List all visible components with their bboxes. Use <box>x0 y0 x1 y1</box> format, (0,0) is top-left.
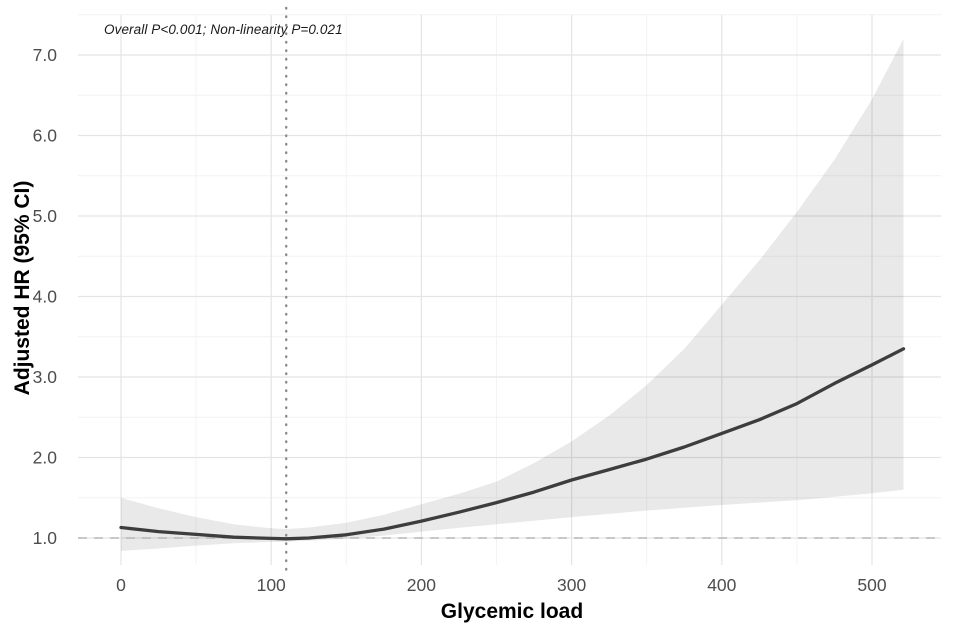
x-axis-tick-labels: 0 100 200 300 400 500 <box>116 575 887 595</box>
x-tick-label: 400 <box>707 575 736 595</box>
y-tick-label: 3.0 <box>33 367 58 387</box>
hr-spline-curve <box>119 347 906 541</box>
y-axis-tick-labels: 1.0 2.0 3.0 4.0 5.0 6.0 7.0 <box>33 45 58 548</box>
pvalue-annotation: Overall P<0.001; Non-linearity P=0.021 <box>104 22 343 37</box>
y-tick-label: 2.0 <box>33 448 58 468</box>
x-tick-label: 0 <box>116 575 126 595</box>
hr-curve-path <box>119 347 906 541</box>
y-tick-label: 6.0 <box>33 126 58 146</box>
y-tick-label: 1.0 <box>33 528 58 548</box>
x-tick-label: 100 <box>257 575 286 595</box>
y-tick-label: 4.0 <box>33 287 58 307</box>
grid-major-lines <box>78 15 941 565</box>
y-tick-label: 7.0 <box>33 45 58 65</box>
x-tick-label: 500 <box>857 575 886 595</box>
x-tick-label: 300 <box>557 575 586 595</box>
confidence-band <box>121 38 904 551</box>
x-axis-title: Glycemic load <box>440 600 584 623</box>
x-tick-label: 200 <box>407 575 436 595</box>
reference-lines <box>78 6 941 576</box>
y-tick-label: 5.0 <box>33 206 58 226</box>
ci-ribbon <box>121 38 904 551</box>
y-axis-title: Adjusted HR (95% CI) <box>11 180 34 396</box>
